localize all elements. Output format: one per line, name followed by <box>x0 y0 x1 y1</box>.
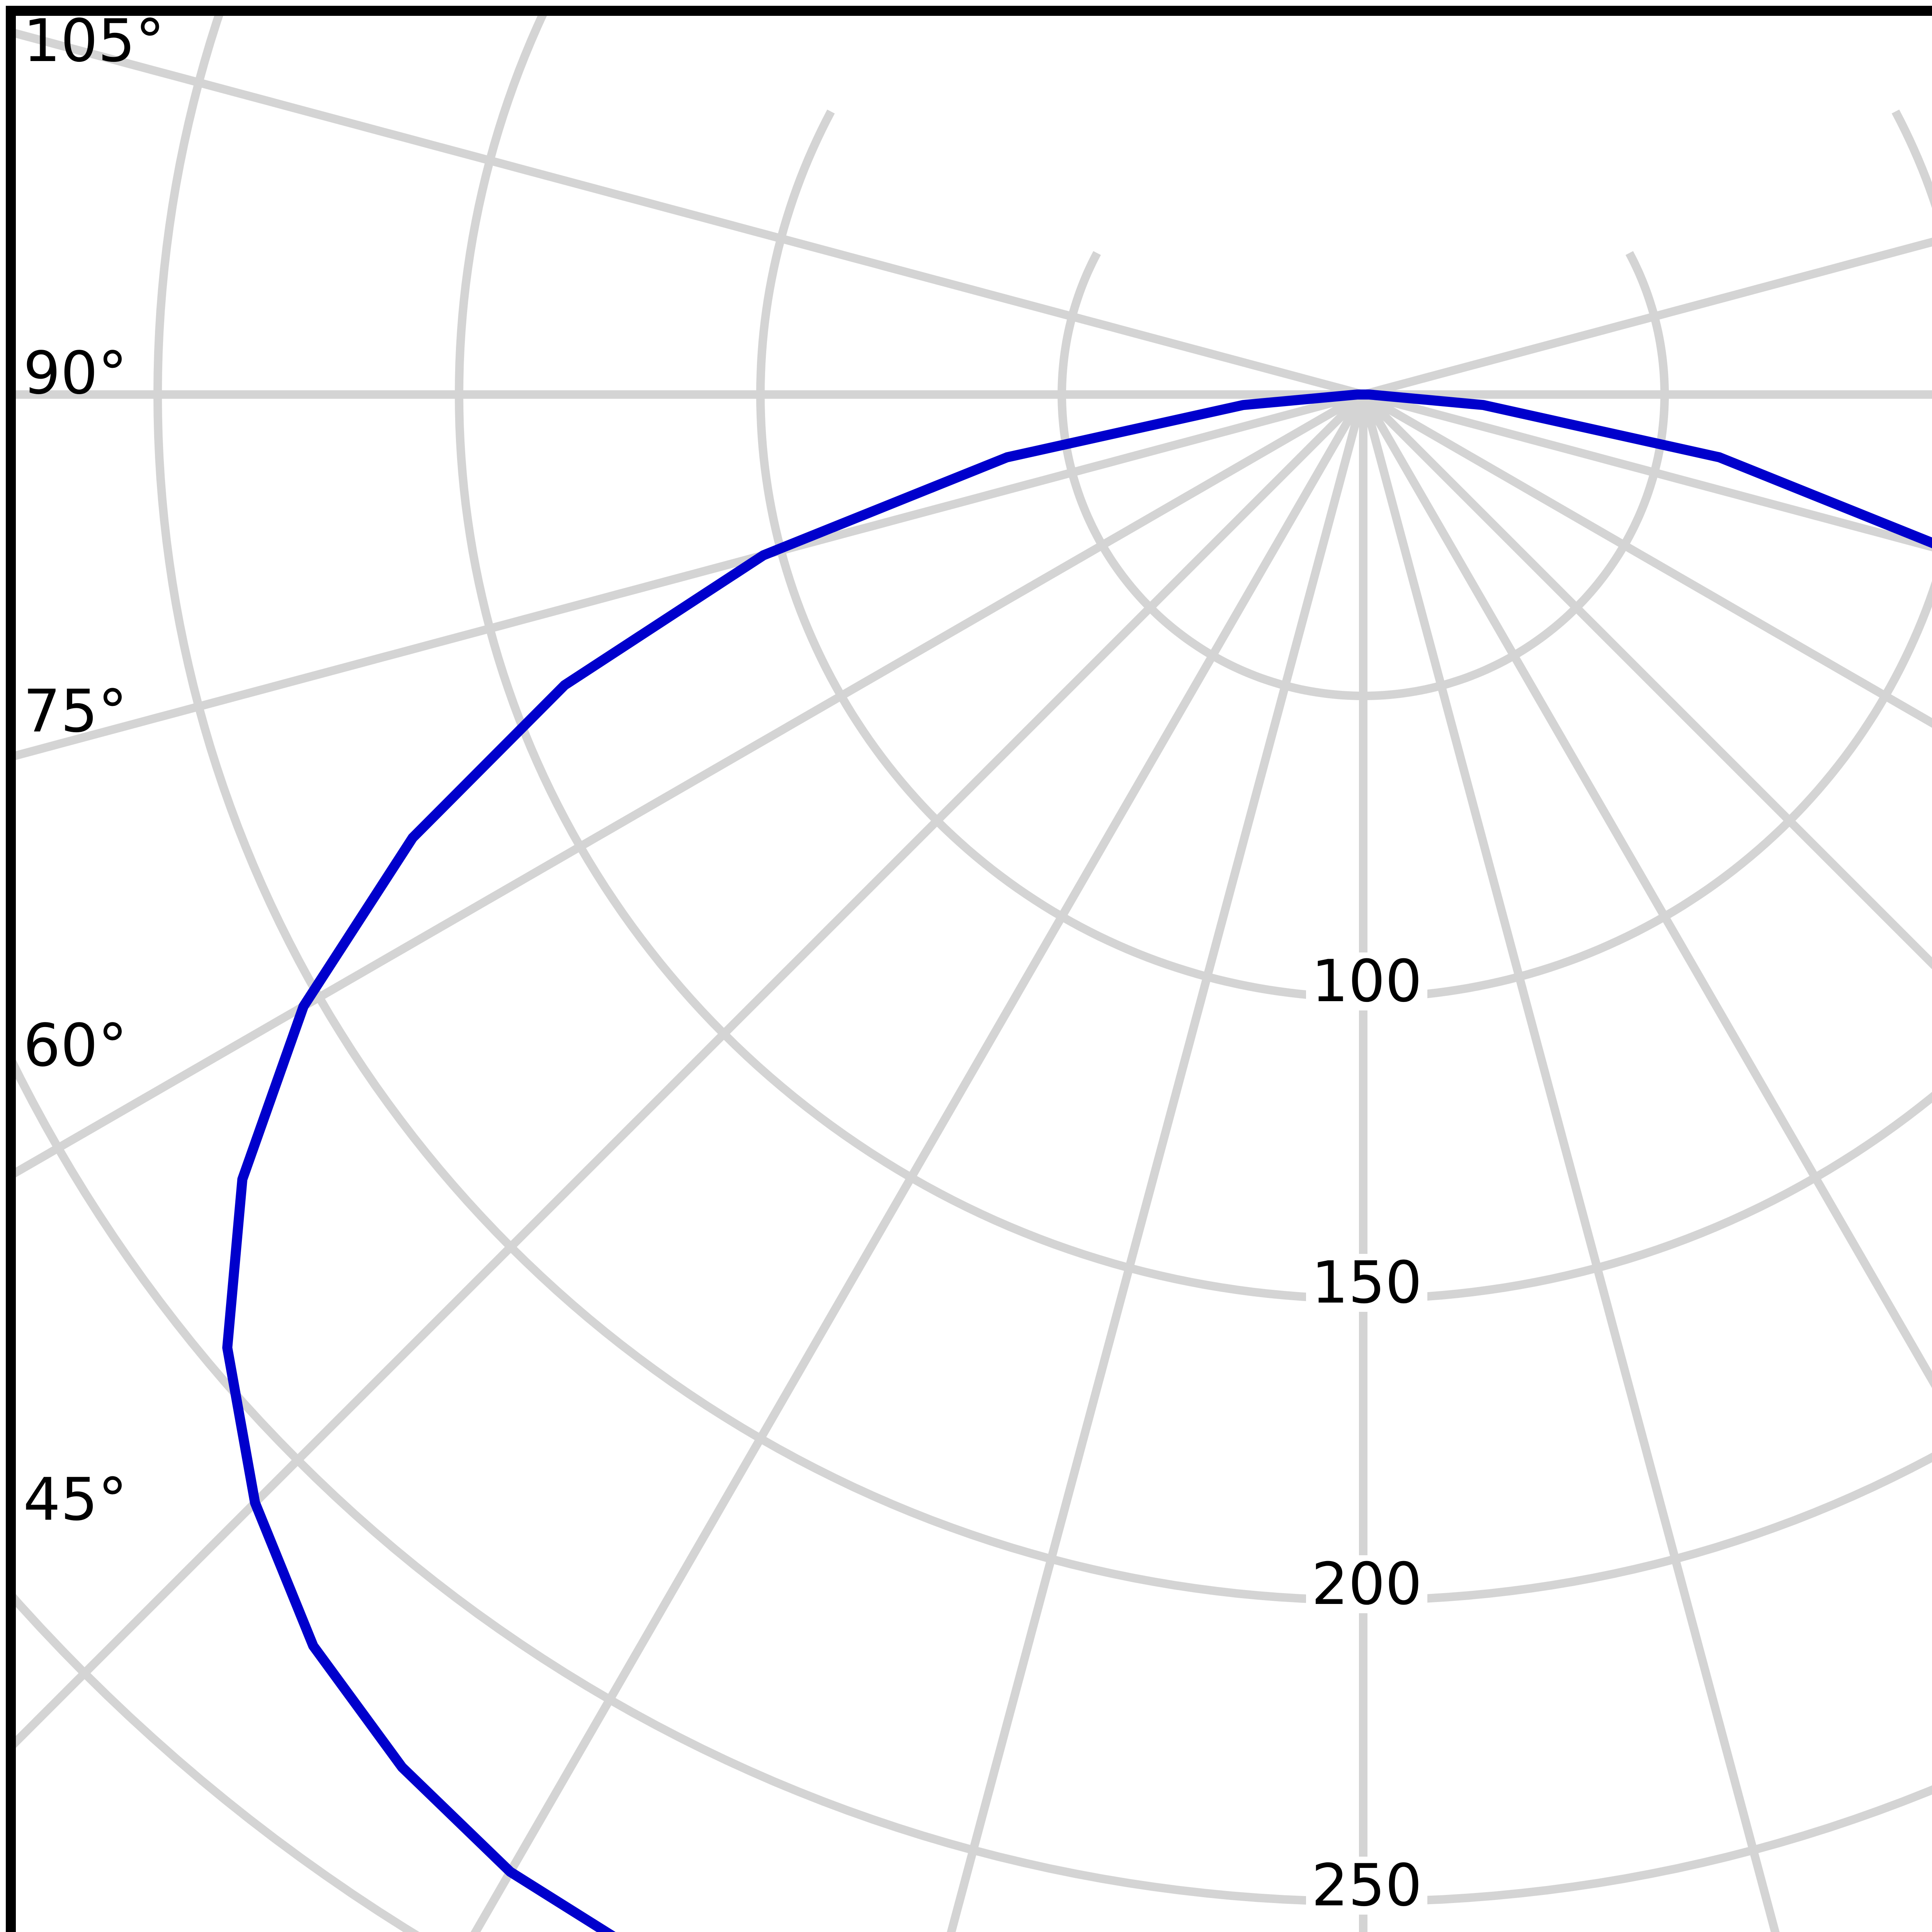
data-series <box>222 389 1932 1932</box>
polar-grid-and-curves <box>16 16 1932 1932</box>
series-curve-c90-c270 <box>222 389 1932 1932</box>
angle-label-left-75: 75° <box>23 677 128 745</box>
angle-label-left-90: 90° <box>23 339 128 407</box>
grid-lines <box>16 16 1932 1932</box>
radial-tick-label-200: 200 <box>1306 1555 1428 1613</box>
radial-tick-label-250: 250 <box>1306 1857 1428 1915</box>
radial-tick-label-150: 150 <box>1306 1254 1428 1312</box>
radial-tick-label-100: 100 <box>1306 952 1428 1010</box>
plot-area <box>6 6 1932 1932</box>
angle-label-left-45: 45° <box>23 1465 128 1534</box>
angle-label-left-60: 60° <box>23 1011 128 1080</box>
angle-label-left-105: 105° <box>23 7 165 75</box>
